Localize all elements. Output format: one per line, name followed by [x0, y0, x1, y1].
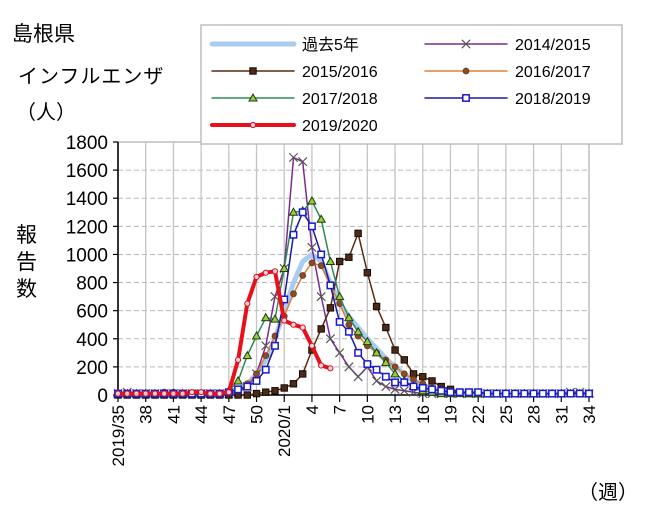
x-tick-label: 47 — [220, 405, 239, 424]
series-lines — [113, 152, 594, 399]
x-tick-label: 19 — [441, 405, 460, 424]
x-tick-label: 2019/35 — [109, 405, 128, 466]
y-unit-label: （人） — [16, 100, 76, 124]
x-tick-label: 31 — [552, 405, 571, 424]
series-2016-2017 — [114, 259, 593, 397]
x-tick-label: 50 — [248, 405, 267, 424]
legend-item: 2019/2020 — [210, 118, 378, 135]
x-tick-label: 25 — [497, 405, 516, 424]
legend-label: 2018/2019 — [515, 91, 591, 108]
legend-item: 2016/2017 — [424, 64, 591, 81]
legend-item: 2017/2018 — [211, 91, 378, 108]
x-tick-label: 2020/1 — [275, 405, 294, 457]
y-tick-label: 1800 — [66, 133, 108, 154]
x-tick-label: 10 — [358, 405, 377, 424]
x-tick-label: 4 — [303, 405, 322, 414]
legend-label: 2014/2015 — [515, 37, 591, 54]
x-tick-label: 28 — [525, 405, 544, 424]
legend: 過去5年 2014/2015 2015/2016 2016/2017 2017/2018… — [200, 24, 623, 145]
x-tick-label: 7 — [331, 405, 350, 414]
y-tick-label: 1600 — [66, 161, 108, 182]
legend-item: 2018/2019 — [424, 91, 591, 108]
y-tick-label: 1200 — [66, 217, 108, 238]
x-tick-label: 38 — [137, 405, 156, 424]
legend-label: 過去5年 — [302, 36, 359, 54]
x-tick-label: 34 — [580, 405, 599, 424]
series-2019-2020 — [114, 268, 334, 397]
y-tick-label: 200 — [76, 358, 108, 379]
y-tick-label: 0 — [97, 386, 108, 407]
legend-label: 2019/2020 — [302, 118, 378, 135]
grid-lines — [118, 141, 590, 395]
x-tick-label: 13 — [386, 405, 405, 424]
legend-item: 過去5年 — [209, 36, 359, 54]
x-tick-label: 41 — [164, 405, 183, 424]
legend-label: 2016/2017 — [515, 64, 591, 81]
chart-title-prefecture: 島根県 — [12, 22, 75, 46]
x-tick-label: 44 — [192, 405, 211, 424]
y-axis-label: 報告数 — [16, 223, 37, 301]
y-tick-label: 600 — [76, 302, 108, 323]
series-2015-2016 — [114, 229, 593, 399]
legend-label: 2017/2018 — [302, 91, 378, 108]
chart-title-disease: インフルエンザ — [18, 64, 165, 88]
legend-item: 2015/2016 — [211, 64, 378, 81]
series-2018-2019 — [114, 208, 593, 398]
y-tick-label: 800 — [76, 274, 108, 295]
legend-item: 2014/2015 — [424, 37, 591, 54]
x-unit-label: （週） — [578, 480, 638, 504]
y-tick-label: 1400 — [66, 189, 108, 210]
y-tick-label: 1000 — [66, 245, 108, 266]
legend-label: 2015/2016 — [302, 64, 378, 81]
x-tick-label: 22 — [469, 405, 488, 424]
y-tick-label: 400 — [76, 330, 108, 351]
x-tick-label: 16 — [414, 405, 433, 424]
series-2014-2015 — [113, 152, 594, 399]
